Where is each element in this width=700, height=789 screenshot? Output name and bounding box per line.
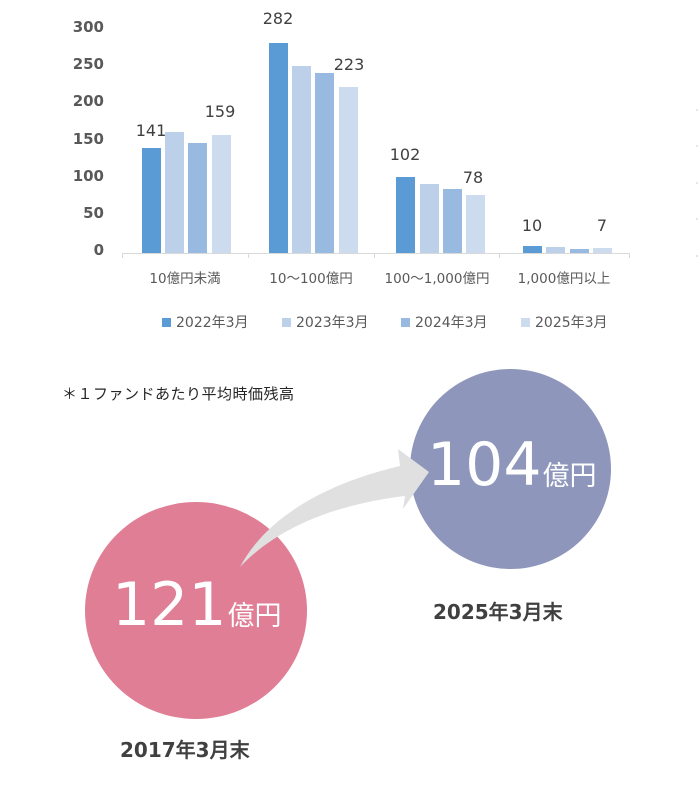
bar-2022-10-100 bbox=[269, 43, 288, 253]
legend-swatch-icon bbox=[401, 317, 410, 327]
before-value: 121 億円 bbox=[112, 573, 282, 637]
bar-2023-gt1000 bbox=[546, 247, 565, 253]
x-axis-line bbox=[122, 253, 630, 254]
adjacent-chart-tick bbox=[696, 109, 698, 111]
y-tick-label: 150 bbox=[72, 130, 104, 148]
legend-swatch-icon bbox=[282, 317, 291, 327]
bar-2023-100-1000 bbox=[420, 184, 439, 253]
adjacent-chart-tick bbox=[696, 182, 698, 184]
x-axis-label: 10～100億円 bbox=[269, 271, 353, 287]
adjacent-chart-tick bbox=[696, 218, 698, 220]
bar-2024-gt1000 bbox=[570, 249, 589, 253]
before-number: 121 bbox=[112, 570, 227, 640]
bar-2024-100-1000 bbox=[443, 189, 462, 253]
after-circle bbox=[410, 369, 611, 569]
y-tick-label: 50 bbox=[83, 204, 104, 222]
before-unit: 億円 bbox=[227, 601, 282, 632]
data-label: 78 bbox=[462, 168, 484, 187]
bar-2025-10-100 bbox=[339, 87, 358, 253]
x-axis-tick bbox=[629, 253, 630, 258]
bar-2024-lt10 bbox=[188, 143, 207, 253]
before-date: 2017年3月末 bbox=[120, 738, 250, 762]
after-number: 104 bbox=[427, 430, 542, 500]
y-tick-label: 0 bbox=[93, 241, 104, 259]
legend-item-2023: 2023年3月 bbox=[282, 312, 369, 332]
legend-label: 2023年3月 bbox=[296, 315, 369, 331]
y-tick-label: 250 bbox=[72, 55, 104, 73]
after-date: 2025年3月末 bbox=[433, 600, 563, 624]
data-label: 102 bbox=[389, 145, 421, 164]
x-axis-label: 100～1,000億円 bbox=[384, 271, 490, 287]
bar-2025-lt10 bbox=[212, 135, 231, 253]
data-label: 282 bbox=[262, 9, 294, 28]
bar-2025-gt1000 bbox=[593, 248, 612, 253]
data-label: 159 bbox=[204, 102, 236, 121]
data-label: 7 bbox=[596, 216, 608, 235]
bar-2022-lt10 bbox=[142, 148, 161, 253]
legend-item-2025: 2025年3月 bbox=[521, 312, 608, 332]
data-label: 141 bbox=[135, 121, 167, 140]
y-tick-label: 100 bbox=[72, 167, 104, 185]
footnote: ＊１ファンドあたり平均時価残高 bbox=[62, 385, 295, 403]
y-tick-label: 300 bbox=[72, 18, 104, 36]
legend-item-2022: 2022年3月 bbox=[162, 312, 249, 332]
x-axis-tick bbox=[122, 253, 123, 258]
legend-label: 2024年3月 bbox=[415, 315, 488, 331]
bar-2023-10-100 bbox=[292, 66, 311, 253]
legend-label: 2022年3月 bbox=[176, 315, 249, 331]
x-axis-tick bbox=[248, 253, 249, 258]
bar-2024-10-100 bbox=[315, 73, 334, 253]
legend-label: 2025年3月 bbox=[535, 315, 608, 331]
after-value: 104 億円 bbox=[427, 433, 597, 497]
bar-2022-100-1000 bbox=[396, 177, 415, 253]
x-axis-tick bbox=[499, 253, 500, 258]
legend-item-2024: 2024年3月 bbox=[401, 312, 488, 332]
legend-swatch-icon bbox=[521, 317, 530, 327]
data-label: 10 bbox=[521, 216, 543, 235]
data-label: 223 bbox=[333, 55, 365, 74]
x-axis-label: 1,000億円以上 bbox=[517, 271, 611, 287]
adjacent-chart-tick bbox=[696, 255, 698, 257]
bar-2023-lt10 bbox=[165, 132, 184, 253]
x-axis-tick bbox=[374, 253, 375, 258]
bar-2022-gt1000 bbox=[523, 246, 542, 253]
y-tick-label: 200 bbox=[72, 92, 104, 110]
after-unit: 億円 bbox=[542, 461, 597, 492]
bar-2025-100-1000 bbox=[466, 195, 485, 253]
adjacent-chart-tick bbox=[696, 145, 698, 147]
legend-swatch-icon bbox=[162, 317, 171, 327]
x-axis-label: 10億円未満 bbox=[149, 271, 221, 287]
